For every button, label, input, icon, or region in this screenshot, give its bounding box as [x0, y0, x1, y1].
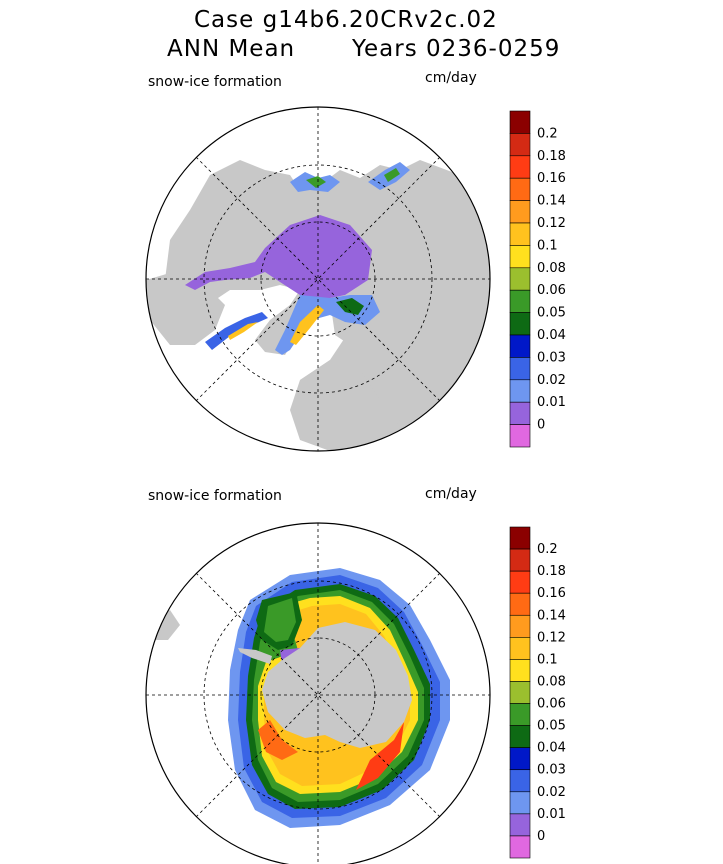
title-line-2-left: ANN Mean	[167, 36, 296, 62]
panel-2-label: snow-ice formation	[148, 488, 282, 504]
colorbar-south-swatch-13	[509, 813, 531, 837]
colorbar-south-swatch-14	[509, 835, 531, 859]
colorbar-south-swatch-8	[509, 703, 531, 726]
south-ice-weddell-lightgreen	[264, 598, 296, 642]
colorbar-north-label-7: 0.06	[537, 283, 566, 298]
colorbar-south-label-4: 0.12	[537, 630, 566, 645]
colorbar-south-label-13: 0	[537, 829, 545, 844]
colorbar-south-swatch-9	[509, 725, 531, 748]
colorbar-north-label-8: 0.05	[537, 306, 566, 321]
panel-1-label: snow-ice formation	[148, 74, 282, 90]
colorbar-north-label-6: 0.08	[537, 261, 566, 276]
colorbar-north-label-0: 0.2	[537, 126, 558, 141]
colorbar-north-label-5: 0.1	[537, 238, 558, 253]
colorbar-north: 0.2 0.18 0.16 0.14 0.12 0.1 0.08 0.06 0.05 0.04 0.…	[509, 110, 566, 448]
colorbar-south-label-9: 0.04	[537, 741, 566, 756]
colorbar-south-label-5: 0.1	[537, 652, 558, 667]
colorbar-south-label-12: 0.01	[537, 807, 566, 822]
colorbar-south-swatch-1	[509, 548, 531, 572]
colorbar-south-swatch-10	[509, 747, 531, 771]
colorbar-north-swatch-2	[509, 155, 531, 179]
colorbar-north-label-2: 0.16	[537, 171, 566, 186]
colorbar-south-swatch-4	[509, 614, 531, 638]
colorbar-north-swatch-1	[509, 133, 531, 157]
south-land-peninsula	[238, 648, 272, 664]
south-polar-map	[145, 522, 491, 864]
colorbar-south-swatch-6	[509, 659, 531, 682]
colorbar-north-swatch-0	[509, 110, 531, 134]
colorbar-south-label-11: 0.02	[537, 785, 566, 800]
colorbar-north-swatch-9	[509, 312, 531, 336]
north-ice-okhotsk-green	[384, 168, 400, 182]
colorbar-south: 0.2 0.18 0.16 0.14 0.12 0.1 0.08 0.06 0.05 0.04 0.…	[509, 526, 566, 859]
north-land-west	[146, 270, 225, 345]
north-land-eurasia	[165, 160, 490, 451]
colorbar-north-swatch-7	[509, 267, 531, 291]
colorbar-north-swatch-12	[509, 379, 531, 403]
colorbar-south-label-0: 0.2	[537, 542, 558, 557]
south-ice-red-east	[356, 722, 404, 790]
north-ice-pacific-green	[306, 176, 326, 188]
south-land-antarctica	[262, 622, 412, 748]
north-ice-west-yellow	[228, 322, 258, 340]
colorbar-north-swatch-8	[509, 289, 531, 313]
panel-1-unit: cm/day	[425, 70, 477, 86]
colorbar-south-swatch-2	[509, 570, 531, 594]
south-ice-red-west	[258, 720, 298, 760]
colorbar-south-label-6: 0.08	[537, 674, 566, 689]
north-ice-band-green	[336, 298, 364, 315]
colorbar-south-label-8: 0.05	[537, 719, 566, 734]
colorbar-south-label-2: 0.16	[537, 586, 566, 601]
north-land-south	[300, 360, 400, 451]
panel-2-unit: cm/day	[425, 486, 477, 502]
colorbar-north-swatch-3	[509, 177, 531, 201]
colorbar-south-label-3: 0.14	[537, 608, 566, 623]
colorbar-south-swatch-3	[509, 592, 531, 616]
colorbar-north-label-9: 0.04	[537, 328, 566, 343]
colorbar-north-swatch-14	[509, 424, 531, 448]
colorbar-north-swatch-10	[509, 334, 531, 358]
colorbar-north-label-11: 0.02	[537, 373, 566, 388]
colorbar-north-label-1: 0.18	[537, 149, 566, 164]
colorbar-south-swatch-7	[509, 681, 531, 704]
colorbar-north-label-4: 0.12	[537, 216, 566, 231]
colorbar-south-swatch-5	[509, 637, 531, 660]
title-line-2-right: Years 0236-0259	[352, 36, 561, 62]
colorbar-south-label-1: 0.18	[537, 564, 566, 579]
colorbar-south-swatch-11	[509, 769, 531, 793]
colorbar-north-swatch-4	[509, 200, 531, 224]
colorbar-north-swatch-13	[509, 401, 531, 425]
colorbar-north-swatch-5	[509, 222, 531, 246]
colorbar-south-label-10: 0.03	[537, 763, 566, 778]
colorbar-south-swatch-0	[509, 526, 531, 550]
colorbar-north-label-10: 0.03	[537, 350, 566, 365]
colorbar-south-swatch-12	[509, 791, 531, 815]
colorbar-north-swatch-6	[509, 245, 531, 269]
colorbar-south-label-7: 0.06	[537, 697, 566, 712]
colorbar-north-swatch-11	[509, 357, 531, 381]
colorbar-north-label-3: 0.14	[537, 194, 566, 209]
north-ice-yellow	[290, 305, 324, 345]
colorbar-north-label-12: 0.01	[537, 395, 566, 410]
title-line-1: Case g14b6.20CRv2c.02	[194, 7, 498, 33]
north-polar-map	[145, 106, 491, 452]
colorbar-north-label-13: 0	[537, 418, 545, 433]
